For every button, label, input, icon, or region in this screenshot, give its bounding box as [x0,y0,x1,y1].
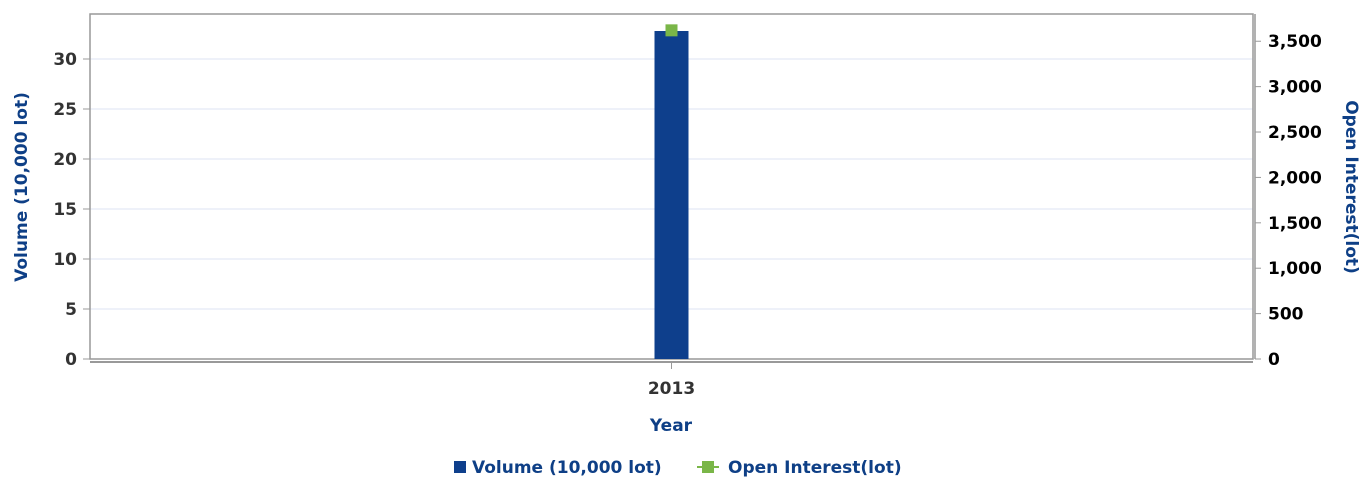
right-tick-label: 0 [1268,350,1280,370]
left-axis-ticks: 0 5 10 15 20 25 30 [53,50,90,370]
x-axis-title: Year [649,416,693,436]
line-series [665,24,678,37]
right-tick-label: 3,000 [1268,78,1322,98]
bar-volume[interactable] [654,31,689,359]
left-tick-label: 0 [65,350,77,370]
legend-label-open-interest[interactable]: Open Interest(lot) [728,458,902,478]
right-tick-label: 1,000 [1268,259,1322,279]
right-tick-label: 2,000 [1268,168,1322,188]
left-tick-label: 25 [53,100,77,120]
legend-marker-volume [454,461,466,473]
point-open-interest[interactable] [665,24,678,37]
right-tick-label: 2,500 [1268,123,1322,143]
left-tick-label: 10 [53,250,77,270]
right-axis-ticks: 0 500 1,000 1,500 2,000 2,500 3,000 3,500 [1255,32,1322,370]
right-tick-label: 500 [1268,305,1304,325]
right-tick-label: 1,500 [1268,214,1322,234]
bar-series [654,31,689,359]
legend-marker-open-interest [702,461,714,473]
legend-label-volume[interactable]: Volume (10,000 lot) [472,458,662,478]
x-tick-label: 2013 [648,379,695,399]
right-tick-label: 3,500 [1268,32,1322,52]
left-tick-label: 30 [53,50,77,70]
x-axis-ticks: 2013 [648,362,695,399]
legend[interactable]: Volume (10,000 lot) Open Interest(lot) [454,458,902,478]
left-tick-label: 15 [53,200,77,220]
y-axis-title-left: Volume (10,000 lot) [12,92,32,282]
y-axis-title-right: Open Interest(lot) [1341,100,1361,274]
left-tick-label: 20 [53,150,77,170]
left-tick-label: 5 [65,300,77,320]
